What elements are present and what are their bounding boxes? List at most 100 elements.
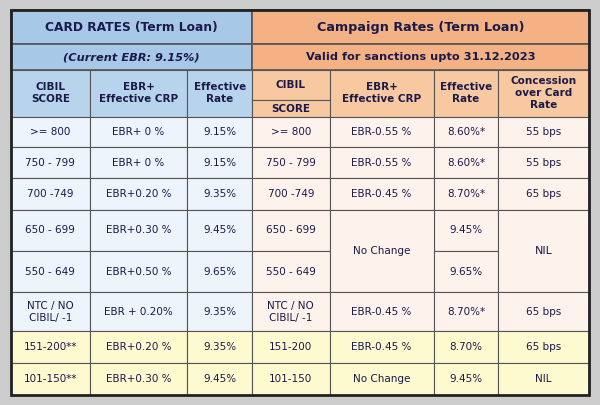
Bar: [90, 117, 187, 147]
Bar: [498, 178, 589, 210]
Text: (Current EBR: 9.15%): (Current EBR: 9.15%): [63, 52, 200, 62]
Bar: [187, 117, 252, 147]
Text: EBR-0.55 %: EBR-0.55 %: [352, 158, 412, 168]
Bar: [329, 178, 434, 210]
Bar: [498, 70, 589, 117]
Bar: [329, 147, 434, 178]
Text: 9.35%: 9.35%: [203, 307, 236, 317]
Text: Effective
Rate: Effective Rate: [440, 82, 492, 104]
Text: EBR-0.55 %: EBR-0.55 %: [352, 127, 412, 137]
Text: 65 bps: 65 bps: [526, 189, 562, 199]
Text: 101-150: 101-150: [269, 374, 313, 384]
Text: 55 bps: 55 bps: [526, 158, 562, 168]
Text: 9.65%: 9.65%: [449, 266, 482, 277]
Bar: [329, 331, 434, 363]
Text: EBR+
Effective CRP: EBR+ Effective CRP: [342, 82, 421, 104]
Text: 9.45%: 9.45%: [203, 374, 236, 384]
Bar: [90, 331, 187, 363]
Bar: [11, 10, 252, 45]
Text: 550 - 649: 550 - 649: [266, 266, 316, 277]
Bar: [498, 363, 589, 395]
Bar: [11, 363, 90, 395]
Text: 65 bps: 65 bps: [526, 307, 562, 317]
Bar: [434, 70, 498, 117]
Text: Concession
over Card
Rate: Concession over Card Rate: [511, 77, 577, 111]
Bar: [11, 210, 90, 251]
Text: 65 bps: 65 bps: [526, 342, 562, 352]
Bar: [11, 70, 90, 117]
Text: CIBIL: CIBIL: [276, 80, 306, 90]
Bar: [90, 363, 187, 395]
Text: EBR+0.50 %: EBR+0.50 %: [106, 266, 172, 277]
Bar: [187, 147, 252, 178]
Text: 9.15%: 9.15%: [203, 127, 236, 137]
Bar: [187, 331, 252, 363]
Text: EBR + 0.20%: EBR + 0.20%: [104, 307, 173, 317]
Text: >= 800: >= 800: [271, 127, 311, 137]
Text: EBR-0.45 %: EBR-0.45 %: [352, 189, 412, 199]
Bar: [498, 147, 589, 178]
Text: Campaign Rates (Term Loan): Campaign Rates (Term Loan): [317, 21, 524, 34]
Text: >= 800: >= 800: [30, 127, 71, 137]
Bar: [11, 251, 90, 292]
Text: 700 -749: 700 -749: [27, 189, 74, 199]
Text: 55 bps: 55 bps: [526, 127, 562, 137]
Text: 151-200: 151-200: [269, 342, 313, 352]
Bar: [329, 70, 434, 117]
Bar: [434, 147, 498, 178]
Bar: [11, 117, 90, 147]
Bar: [434, 331, 498, 363]
Text: EBR-0.45 %: EBR-0.45 %: [352, 342, 412, 352]
Text: NTC / NO
CIBIL/ -1: NTC / NO CIBIL/ -1: [268, 301, 314, 323]
Bar: [252, 178, 329, 210]
Text: EBR+
Effective CRP: EBR+ Effective CRP: [99, 82, 178, 104]
Bar: [252, 292, 329, 331]
Text: 8.70%*: 8.70%*: [447, 307, 485, 317]
Bar: [187, 363, 252, 395]
Bar: [252, 117, 329, 147]
Bar: [90, 178, 187, 210]
Text: 550 - 649: 550 - 649: [25, 266, 75, 277]
Bar: [11, 292, 90, 331]
Text: NIL: NIL: [535, 374, 552, 384]
Bar: [329, 210, 434, 292]
Text: 8.60%*: 8.60%*: [447, 127, 485, 137]
Bar: [252, 10, 589, 45]
Bar: [187, 210, 252, 251]
Bar: [252, 331, 329, 363]
Text: NTC / NO
CIBIL/ -1: NTC / NO CIBIL/ -1: [27, 301, 74, 323]
Text: Valid for sanctions upto 31.12.2023: Valid for sanctions upto 31.12.2023: [306, 52, 535, 62]
Text: SCORE: SCORE: [271, 104, 310, 113]
Text: 8.70%: 8.70%: [449, 342, 482, 352]
Text: EBR+ 0 %: EBR+ 0 %: [112, 158, 165, 168]
Text: CARD RATES (Term Loan): CARD RATES (Term Loan): [45, 21, 218, 34]
Bar: [252, 147, 329, 178]
Bar: [11, 331, 90, 363]
Bar: [252, 100, 329, 117]
Bar: [252, 251, 329, 292]
Bar: [329, 292, 434, 331]
Text: 750 - 799: 750 - 799: [25, 158, 75, 168]
Text: NIL: NIL: [535, 246, 553, 256]
Text: 650 - 699: 650 - 699: [266, 225, 316, 235]
Bar: [498, 292, 589, 331]
Bar: [434, 251, 498, 292]
Bar: [252, 210, 329, 251]
Text: 9.45%: 9.45%: [449, 225, 482, 235]
Bar: [11, 147, 90, 178]
Text: No Change: No Change: [353, 374, 410, 384]
Text: EBR+0.30 %: EBR+0.30 %: [106, 374, 172, 384]
Bar: [329, 363, 434, 395]
Bar: [11, 45, 252, 70]
Text: 9.35%: 9.35%: [203, 342, 236, 352]
Text: EBR+0.30 %: EBR+0.30 %: [106, 225, 172, 235]
Text: 750 - 799: 750 - 799: [266, 158, 316, 168]
Bar: [434, 363, 498, 395]
Bar: [90, 251, 187, 292]
Text: 9.15%: 9.15%: [203, 158, 236, 168]
Text: 101-150**: 101-150**: [23, 374, 77, 384]
Bar: [434, 292, 498, 331]
Text: CIBIL
SCORE: CIBIL SCORE: [31, 82, 70, 104]
Text: 9.35%: 9.35%: [203, 189, 236, 199]
Text: 9.45%: 9.45%: [203, 225, 236, 235]
